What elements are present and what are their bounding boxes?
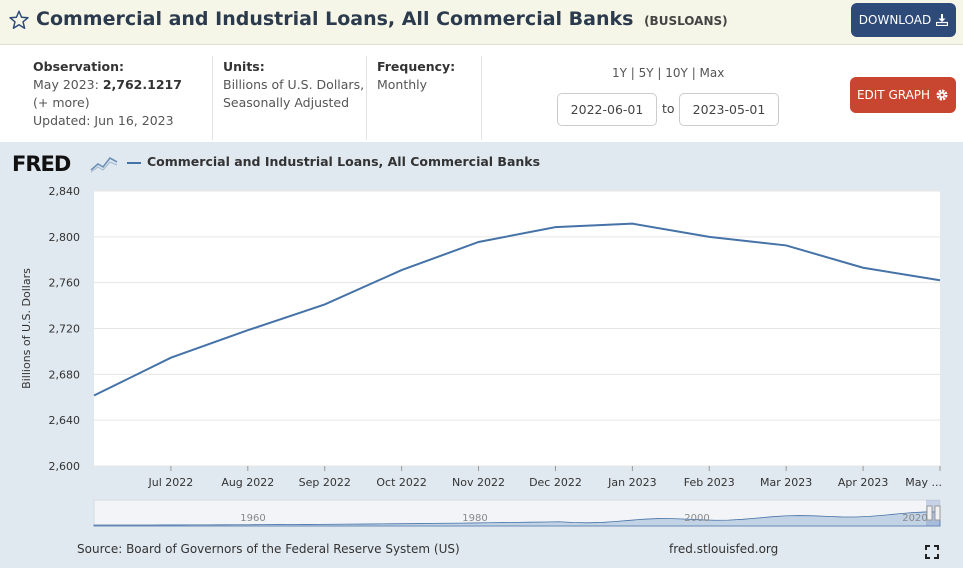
y-tick-label: 2,600 (49, 460, 81, 473)
y-axis-title: Billions of U.S. Dollars (20, 268, 33, 389)
navigator-label: 2000 (684, 513, 709, 524)
navigator-label: 1980 (462, 513, 487, 524)
x-tick-label: Jul 2022 (148, 476, 194, 489)
divider (212, 56, 213, 140)
x-tick-label: Apr 2023 (838, 476, 889, 489)
fred-logo-text: FRED (12, 152, 71, 176)
navigator-label: 2020 (902, 513, 927, 524)
source-text: Source: Board of Governors of the Federa… (77, 542, 460, 556)
units-line-1: Billions of U.S. Dollars, (223, 77, 365, 92)
x-tick-label: Jan 2023 (607, 476, 656, 489)
updated-date: Updated: Jun 16, 2023 (33, 113, 174, 128)
edit-graph-button[interactable]: EDIT GRAPH (850, 77, 956, 113)
units-line-2: Seasonally Adjusted (223, 95, 350, 110)
fred-logo: FRED (12, 152, 71, 176)
line-chart[interactable]: 2,600 2,640 2,680 2,720 2,760 2,800 2,840 Billi… (0, 142, 963, 568)
start-date-input[interactable]: 2022-06-01 (557, 93, 657, 126)
end-date-input[interactable]: 2023-05-01 (679, 93, 779, 126)
fred-logo-chart-icon (90, 156, 118, 173)
navigator-label: 1960 (240, 513, 265, 524)
y-tick-label: 2,760 (49, 277, 81, 290)
x-tick-label: Oct 2022 (376, 476, 427, 489)
x-tick-label: Nov 2022 (452, 476, 505, 489)
series-title-text: Commercial and Industrial Loans, All Com… (36, 8, 634, 30)
y-tick-label: 2,680 (49, 368, 81, 381)
download-icon (936, 14, 949, 26)
y-tick-label: 2,800 (49, 231, 81, 244)
more-link[interactable]: (+ more) (33, 95, 90, 110)
graph-area: FRED Commercial and Industrial Loans, Al… (0, 142, 963, 568)
observation-line: May 2023: 2,762.1217 (33, 76, 182, 94)
edit-graph-label: EDIT GRAPH (856, 88, 931, 102)
observation-value: 2,762.1217 (102, 77, 182, 92)
star-icon[interactable] (8, 9, 30, 31)
units-label: Units: (223, 59, 265, 74)
legend-line-swatch (127, 162, 141, 164)
fred-url[interactable]: fred.stlouisfed.org (669, 542, 779, 556)
legend-label: Commercial and Industrial Loans, All Com… (147, 154, 541, 169)
observation-block: Observation: May 2023: 2,762.1217 (+ mor… (33, 58, 182, 130)
series-info-bar: Observation: May 2023: 2,762.1217 (+ mor… (0, 46, 963, 142)
navigator-series (93, 511, 941, 527)
x-tick-label: Aug 2022 (221, 476, 274, 489)
series-title: Commercial and Industrial Loans, All Com… (36, 8, 728, 30)
frequency-label: Frequency: (377, 59, 456, 74)
divider (366, 56, 367, 140)
gear-icon (936, 89, 948, 101)
x-tick-label: Dec 2022 (529, 476, 582, 489)
navigator-handle-right (934, 505, 941, 521)
divider (481, 56, 482, 140)
series-line (93, 222, 941, 397)
series-id: (BUSLOANS) (644, 14, 728, 28)
navigator-handle-left (926, 505, 933, 521)
y-tick-label: 2,720 (49, 323, 81, 336)
observation-label: Observation: (33, 59, 124, 74)
x-tick-label: Sep 2022 (299, 476, 351, 489)
x-tick-label: Feb 2023 (684, 476, 735, 489)
download-button-label: DOWNLOAD (858, 13, 932, 27)
frequency-value: Monthly (377, 77, 428, 92)
download-button[interactable]: DOWNLOAD (851, 3, 956, 37)
fullscreen-icon[interactable] (925, 545, 939, 559)
x-tick-label: May ... (905, 476, 942, 489)
x-tick-label: Mar 2023 (760, 476, 812, 489)
range-links[interactable]: 1Y | 5Y | 10Y | Max (612, 66, 725, 80)
units-block: Units: Billions of U.S. Dollars, Seasona… (223, 58, 364, 112)
y-tick-label: 2,840 (49, 185, 81, 198)
observation-date: May 2023: (33, 77, 99, 92)
y-tick-label: 2,640 (49, 414, 81, 427)
to-label: to (662, 101, 675, 116)
page-header: Commercial and Industrial Loans, All Com… (0, 0, 963, 45)
frequency-block: Frequency: Monthly (377, 58, 455, 94)
